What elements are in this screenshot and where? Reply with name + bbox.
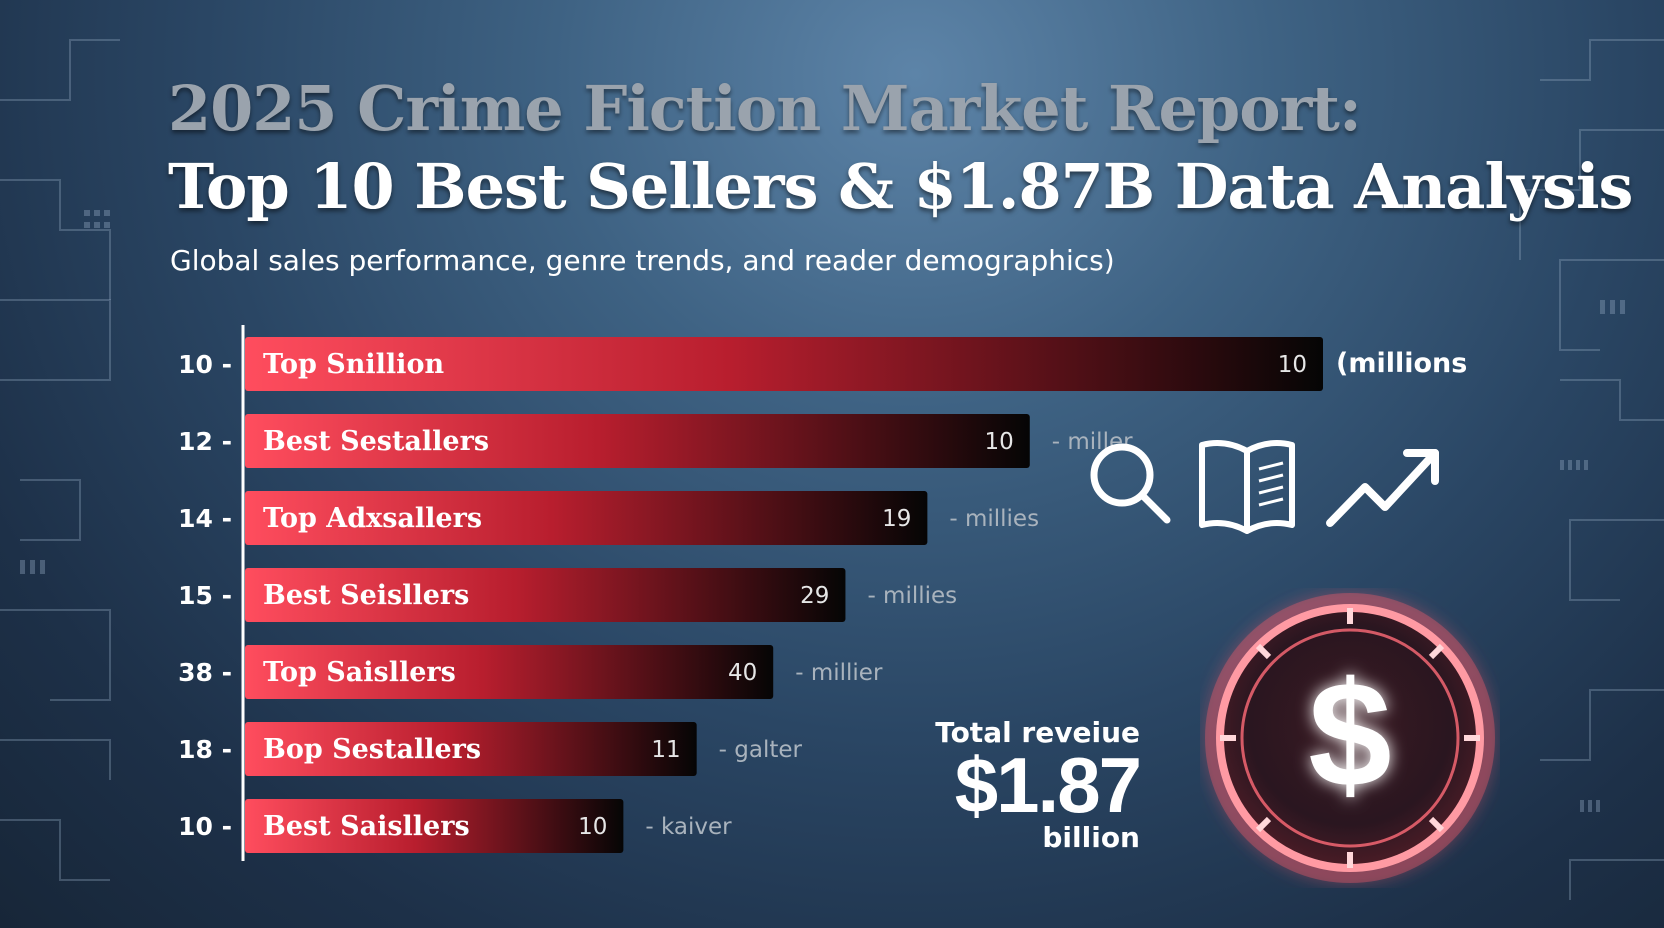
bar-label: Bop Sestallers	[263, 734, 481, 765]
chart-subtitle: Global sales performance, genre trends, …	[170, 244, 1115, 277]
rank-label: 15 -	[178, 581, 232, 610]
bar-value-label: 29	[800, 583, 829, 609]
unit-label: - kaiver	[645, 814, 732, 840]
revenue-label: Total reveiue	[935, 716, 1140, 749]
bar-value-label: 19	[882, 506, 911, 532]
unit-label: - miller	[1052, 429, 1133, 455]
bar-label: Top Adxsallers	[263, 503, 482, 534]
total-revenue: Total reveiue $1.87 billion	[900, 716, 1142, 854]
bar-value-label: 40	[728, 660, 757, 686]
unit-label: - galter	[719, 737, 803, 763]
svg-text:$: $	[1308, 650, 1391, 818]
unit-label: (millions	[1336, 348, 1467, 379]
bar-label: Top Saisllers	[263, 657, 456, 688]
magnifier-icon	[1090, 443, 1171, 524]
bar	[245, 568, 846, 622]
rank-label: 14 -	[178, 504, 232, 533]
rank-label: 38 -	[178, 658, 232, 687]
unit-label: - millies	[949, 506, 1039, 532]
unit-label: - millies	[867, 583, 957, 609]
bar	[245, 645, 774, 699]
rank-label: 12 -	[178, 427, 232, 456]
rank-label: 18 -	[178, 735, 232, 764]
bar-label: Best Saisllers	[263, 811, 470, 842]
chart-title-line2: Top 10 Best Sellers & $1.87B Data Analys…	[168, 150, 1633, 223]
bar	[245, 414, 1030, 468]
bar-value-label: 10	[985, 429, 1014, 455]
chart-title-line1: 2025 Crime Fiction Market Report:	[168, 72, 1362, 145]
rank-label: 10 -	[178, 812, 232, 841]
icon-row	[1090, 440, 1439, 534]
rank-label: 10 -	[178, 350, 232, 379]
bar-label: Top Snillion	[263, 349, 444, 380]
bar-value-label: 10	[578, 814, 607, 840]
bar	[245, 491, 928, 545]
dollar-coin-icon: $	[1205, 593, 1495, 883]
open-book-icon	[1199, 440, 1295, 534]
bar	[245, 722, 697, 776]
trend-arrow-icon	[1326, 449, 1439, 527]
bar	[245, 337, 1323, 391]
bar-label: Best Seisllers	[263, 580, 469, 611]
bar-value-label: 11	[651, 737, 680, 763]
unit-label: - millier	[795, 660, 883, 686]
bar-value-label: 10	[1278, 352, 1307, 378]
bar-label: Best Sestallers	[263, 426, 489, 457]
revenue-value: $1.87	[954, 741, 1142, 829]
revenue-unit: billion	[1042, 821, 1140, 854]
bar	[245, 799, 624, 853]
